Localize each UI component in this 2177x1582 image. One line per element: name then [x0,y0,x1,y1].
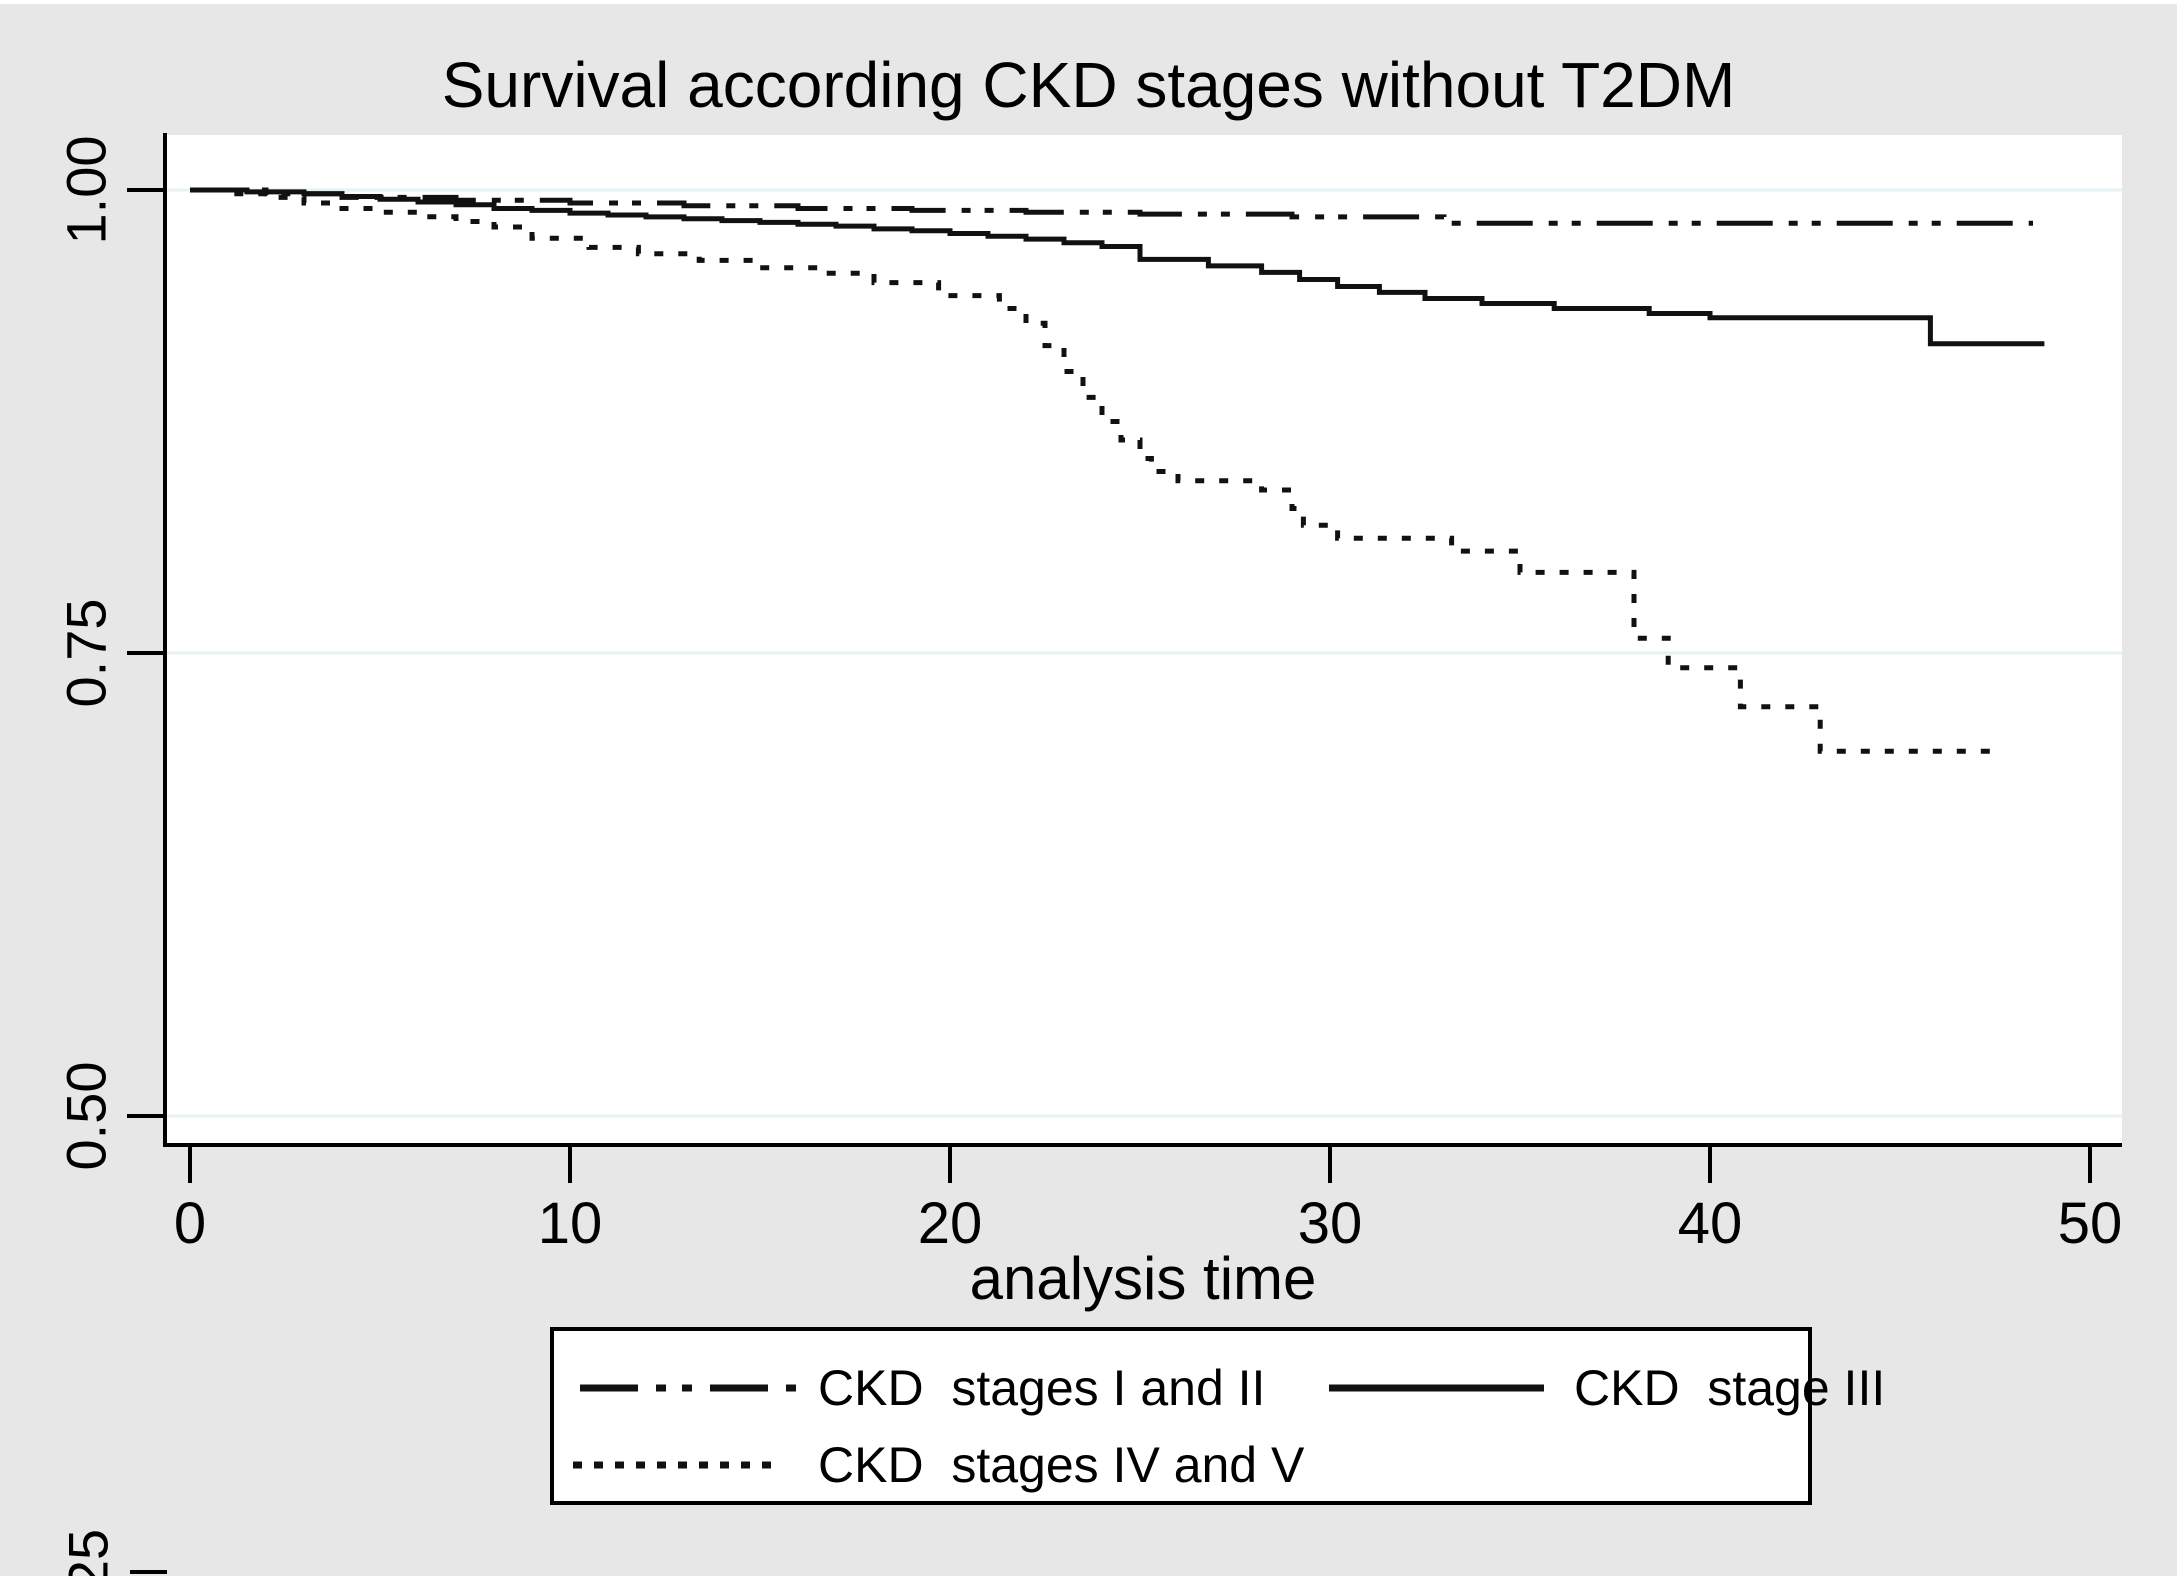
legend-sample-dotted [573,1461,783,1469]
x-tick-label-10: 10 [537,1191,603,1256]
chart-title: Survival according CKD stages without T2… [441,49,1736,121]
x-tick-label-20: 20 [917,1191,983,1256]
y-tick-label-1.00: 1.00 [54,135,118,245]
bottom-white-strip [0,1576,2177,1582]
x-tick-label-50: 50 [2057,1191,2123,1256]
top-white-strip [0,0,2177,4]
y-tick-label-0.75: 0.75 [54,598,118,708]
x-tick-label-40: 40 [1677,1191,1743,1256]
legend-sample-dashdot [580,1384,797,1392]
legend: CKD stages I and II CKD stage III CKD st… [550,1327,1885,1505]
x-axis-title: analysis time [969,1245,1317,1312]
partial-y-tick-label-25: 25 [56,1528,120,1582]
x-tick-label-30: 30 [1297,1191,1363,1256]
x-tick-label-0: 0 [173,1191,207,1256]
curve-series-1 [190,187,2045,347]
plot-background [167,135,2122,1143]
curve-series-2 [190,187,2003,754]
legend-sample-solid [1329,1384,1544,1392]
legend-label-ckd-4-5: CKD stages IV and V [818,1437,1305,1493]
legend-label-ckd-3: CKD stage III [1574,1360,1886,1416]
y-tick-label-0.50: 0.50 [54,1061,118,1171]
legend-label-ckd-1-2: CKD stages I and II [818,1360,1266,1416]
